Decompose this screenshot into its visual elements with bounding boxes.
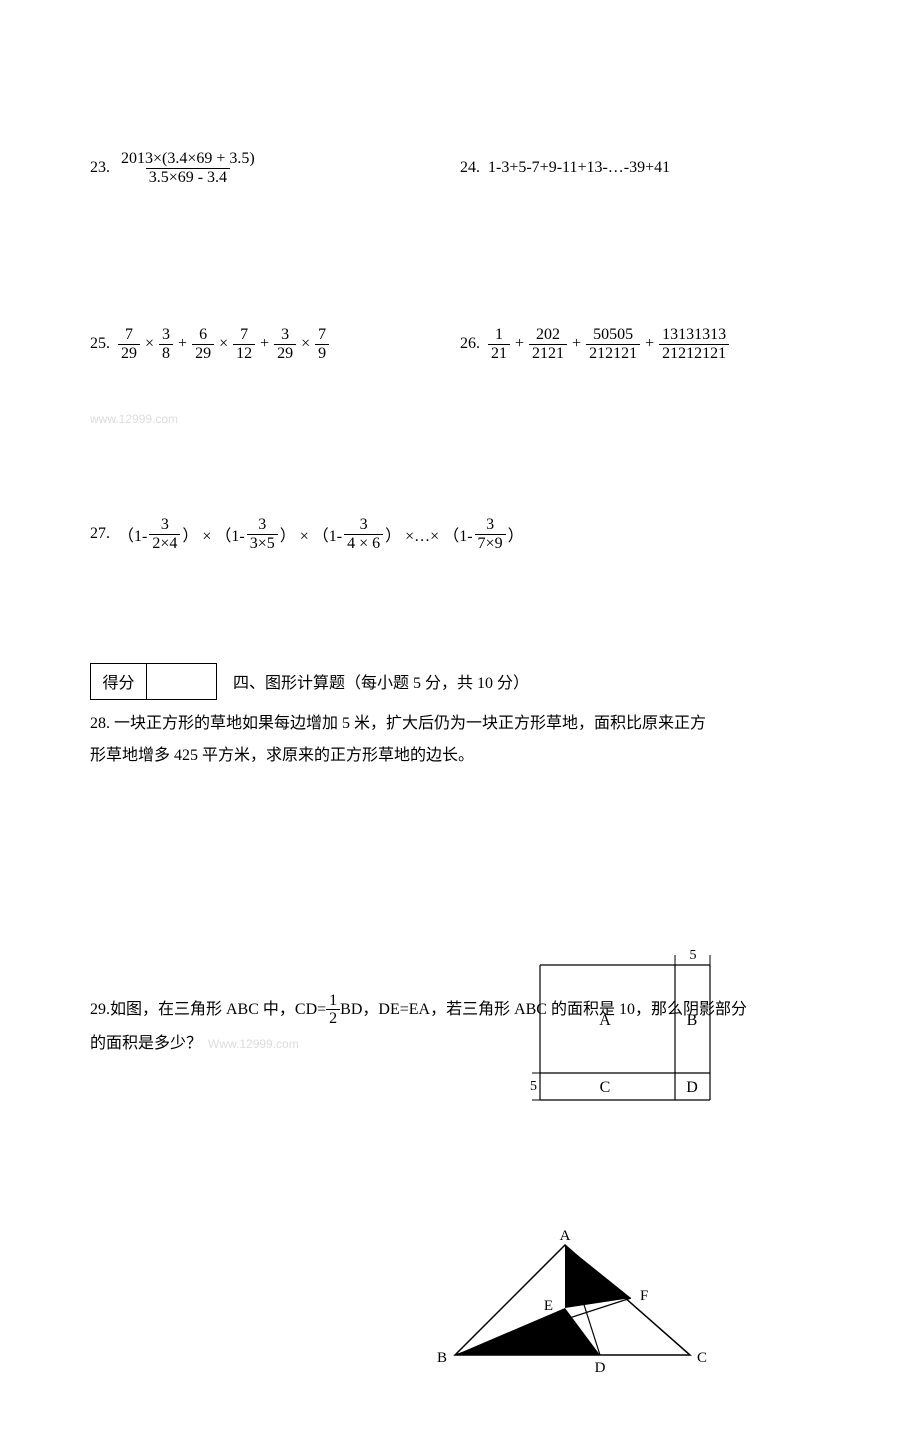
- q26-f2n: 202: [533, 326, 563, 344]
- q24-expression: 1-3+5-7+9-11+13-…-39+41: [488, 159, 670, 177]
- q25-f6d: 9: [315, 344, 329, 363]
- q23-numerator: 2013×(3.4×69 + 3.5): [118, 150, 258, 168]
- q29-fig-A: A: [560, 1230, 571, 1244]
- q28-fig-left5: 5: [530, 1079, 537, 1094]
- problem-23: 23. 2013×(3.4×69 + 3.5) 3.5×69 - 3.4: [90, 150, 460, 186]
- q28-figure: 5 5 A B C D: [530, 945, 730, 1115]
- score-label: 得分: [91, 663, 147, 699]
- q29-fig-B: B: [437, 1350, 447, 1366]
- q29-fig-C: C: [697, 1350, 707, 1366]
- times-op: ×: [219, 335, 228, 353]
- q26-f4n: 13131313: [659, 326, 729, 344]
- q25-number: 25.: [90, 335, 110, 353]
- q27-f3n: 3: [357, 516, 371, 534]
- problem-24: 24. 1-3+5-7+9-11+13-…-39+41: [460, 159, 830, 177]
- q26-number: 26.: [460, 335, 480, 353]
- q27-f1d: 2×4: [149, 534, 180, 553]
- problem-27: 27. （1- 32×4 ） × （1- 33×5 ） × （1- 34 × 6…: [90, 516, 524, 552]
- q27-f4d: 7×9: [475, 534, 506, 553]
- q29-number: 29.: [90, 994, 110, 1026]
- q28-line2: 形草地增多 425 平方米，求原来的正方形草地的边长。: [90, 747, 474, 764]
- q27-mid3: ） ×…× （1-: [385, 522, 472, 546]
- q28-number: 28.: [90, 715, 110, 732]
- times-op: ×: [301, 335, 310, 353]
- q27-f2d: 3×5: [247, 534, 278, 553]
- q28-fig-D: D: [686, 1079, 698, 1096]
- q27-mid2: ） × （1-: [280, 522, 342, 546]
- q26-f4d: 21212121: [659, 344, 729, 363]
- q25-f2d: 8: [159, 344, 173, 363]
- plus-op: +: [645, 335, 654, 353]
- q23-denominator: 3.5×69 - 3.4: [146, 168, 230, 187]
- q27-mid1: ） × （1-: [182, 522, 244, 546]
- q24-number: 24.: [460, 159, 480, 177]
- q27-f1n: 3: [158, 516, 172, 534]
- problem-25: 25. 729 × 38 + 629 × 712 + 329 × 79: [90, 326, 460, 362]
- q27-suf: ）: [508, 522, 524, 546]
- q27-pre: （1-: [118, 522, 147, 546]
- q28-line1: 一块正方形的草地如果每边增加 5 米，扩大后仍为一块正方形草地，面积比原来正方: [114, 715, 706, 732]
- section4-title: 四、图形计算题（每小题 5 分，共 10 分）: [233, 669, 529, 693]
- q28-fig-C: C: [600, 1079, 611, 1096]
- q23-number: 23.: [90, 159, 110, 177]
- score-value: [147, 663, 217, 699]
- plus-op: +: [260, 335, 269, 353]
- times-op: ×: [145, 335, 154, 353]
- q23-fraction: 2013×(3.4×69 + 3.5) 3.5×69 - 3.4: [118, 150, 258, 186]
- q25-f1d: 29: [118, 344, 140, 363]
- q27-f4n: 3: [483, 516, 497, 534]
- q25-f2n: 3: [159, 326, 173, 344]
- q25-f3n: 6: [196, 326, 210, 344]
- q25-f5n: 3: [278, 326, 292, 344]
- watermark: www.12999.com: [90, 412, 830, 426]
- watermark-2: Www.12999.com: [208, 1032, 299, 1056]
- q25-f6n: 7: [315, 326, 329, 344]
- score-box: 得分: [90, 663, 217, 700]
- q25-f5d: 29: [274, 344, 296, 363]
- q28-fig-B: B: [687, 1012, 698, 1029]
- q28-fig-top5: 5: [690, 948, 697, 963]
- q29-fig-D: D: [595, 1360, 606, 1376]
- q29-fig-E: E: [544, 1298, 553, 1314]
- q26-f2d: 2121: [529, 344, 567, 363]
- plus-op: +: [515, 335, 524, 353]
- q26-f1n: 1: [492, 326, 506, 344]
- q25-f3d: 29: [192, 344, 214, 363]
- plus-op: +: [572, 335, 581, 353]
- q29-line2: 的面积是多少？: [90, 1028, 202, 1060]
- problem-26: 26. 121 + 2022121 + 50505212121 + 131313…: [460, 326, 830, 362]
- q26-f1d: 21: [488, 344, 510, 363]
- q29-figure: A B C D E F: [435, 1230, 715, 1380]
- q25-f4n: 7: [237, 326, 251, 344]
- q27-number: 27.: [90, 525, 110, 543]
- q28-fig-A: A: [599, 1012, 611, 1029]
- q26-f3d: 212121: [586, 344, 640, 363]
- q29-pre: 如图，在三角形 ABC 中，CD=: [110, 994, 326, 1026]
- q27-f2n: 3: [255, 516, 269, 534]
- q26-f3n: 50505: [590, 326, 636, 344]
- q27-f3d: 4 × 6: [344, 534, 383, 553]
- q29-fd: 2: [326, 1009, 340, 1028]
- plus-op: +: [178, 335, 187, 353]
- q25-f4d: 12: [233, 344, 255, 363]
- q25-f1n: 7: [122, 326, 136, 344]
- q29-fn: 1: [326, 992, 340, 1010]
